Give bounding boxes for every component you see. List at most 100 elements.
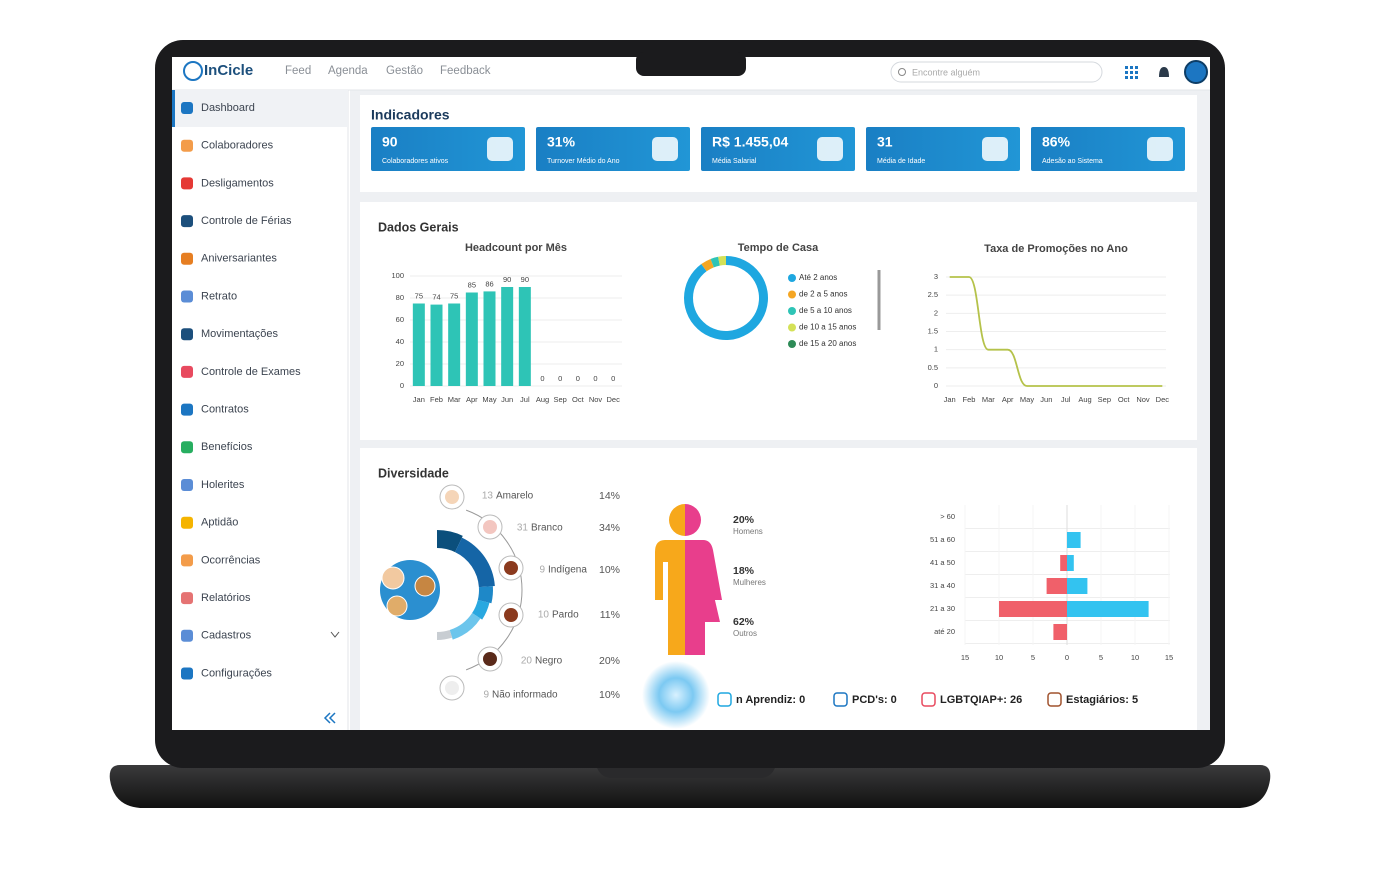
sidebar-item[interactable]: Aniversariantes: [201, 253, 277, 265]
sidebar-item[interactable]: Holerites: [201, 479, 245, 491]
value-label: 90: [521, 275, 529, 284]
menu-item[interactable]: Gestão: [386, 65, 423, 77]
gender-label: Homens: [733, 527, 763, 536]
donut-slice: [718, 256, 726, 266]
race-name: Negro: [535, 656, 563, 667]
bar: [999, 601, 1067, 617]
legend-dot: [788, 323, 796, 332]
active-item-bg: [172, 90, 348, 127]
y-tick-label: 80: [396, 293, 404, 302]
x-tick-label: May: [1020, 395, 1034, 404]
gender-percent: 18%: [733, 565, 755, 577]
bar: [465, 292, 478, 386]
x-tick-label: Mar: [448, 395, 461, 404]
y-tick-label: 0: [934, 381, 938, 390]
bell-icon[interactable]: [1159, 67, 1169, 77]
menu-icon: [181, 592, 193, 605]
card-icon: [817, 137, 843, 161]
x-tick-label: May: [482, 395, 496, 404]
sidebar-item[interactable]: Ocorrências: [201, 554, 261, 566]
x-tick-label: 0: [1065, 653, 1069, 662]
gender-label: Outros: [733, 629, 757, 638]
sidebar-item[interactable]: Movimentações: [201, 328, 279, 340]
glow: [642, 661, 710, 729]
gender-percent: 62%: [733, 616, 755, 628]
value-label: 0: [540, 374, 544, 383]
race-icon-inner: [483, 520, 497, 534]
race-percent: 14%: [599, 490, 620, 502]
stat: PCD's: 0: [852, 694, 897, 706]
x-tick-label: Oct: [1118, 395, 1131, 404]
sidebar-item[interactable]: Controle de Exames: [201, 366, 301, 378]
stat-icon: [921, 692, 936, 707]
sidebar-item[interactable]: Colaboradores: [201, 140, 274, 152]
sidebar-item[interactable]: Contratos: [201, 404, 249, 416]
section-title: Dados Gerais: [378, 220, 459, 234]
sidebar-item[interactable]: Configurações: [201, 667, 272, 679]
race-count: 9: [539, 565, 545, 576]
menu-item[interactable]: Feed: [285, 65, 311, 77]
sidebar-item[interactable]: Controle de Férias: [201, 215, 292, 227]
face: [386, 595, 408, 617]
x-tick-label: Mar: [982, 395, 995, 404]
avatar[interactable]: [1184, 60, 1208, 84]
race-percent: 34%: [599, 522, 620, 534]
legend-label: de 15 a 20 anos: [799, 339, 856, 348]
bar: [1067, 555, 1074, 571]
card-icon: [652, 137, 678, 161]
menu-icon: [181, 554, 193, 567]
bar: [1067, 601, 1149, 617]
menu-icon: [181, 328, 193, 341]
race-name: Branco: [531, 523, 563, 534]
card-value: R$ 1.455,04: [712, 134, 788, 150]
stat: Estagiários: 5: [1066, 694, 1138, 706]
bar: [501, 287, 514, 386]
race-percent: 11%: [600, 609, 620, 621]
sidebar-item[interactable]: Benefícios: [201, 441, 253, 453]
value-label: 0: [558, 374, 562, 383]
legend-label: de 10 a 15 anos: [799, 323, 856, 332]
x-tick-label: Sep: [553, 395, 566, 404]
x-tick-label: Jun: [1040, 395, 1052, 404]
x-tick-label: 15: [1165, 653, 1173, 662]
card-icon: [982, 137, 1008, 161]
sidebar-item[interactable]: Cadastros: [201, 630, 252, 642]
value-label: 0: [611, 374, 615, 383]
donut-slice: [701, 258, 714, 272]
race-arc: [449, 613, 481, 640]
y-tick-label: 2: [934, 308, 938, 317]
chart-title: Tempo de Casa: [738, 242, 819, 254]
chevron[interactable]: [330, 631, 340, 638]
collapse-icon[interactable]: [323, 712, 336, 724]
sidebar-item[interactable]: Desligamentos: [201, 177, 274, 189]
bar: [430, 304, 443, 386]
legend-label: de 5 a 10 anos: [799, 306, 852, 315]
value-label: 75: [415, 291, 423, 300]
menu-icon: [181, 629, 193, 642]
y-tick-label: > 60: [940, 512, 955, 521]
menu-item[interactable]: Feedback: [440, 65, 491, 77]
legend-dot: [788, 307, 796, 315]
menu-icon: [181, 479, 193, 491]
sidebar-item[interactable]: Aptidão: [201, 517, 238, 529]
donut-slice: [710, 256, 720, 268]
sidebar-item[interactable]: Dashboard: [201, 102, 255, 114]
menu-icon: [181, 102, 193, 114]
sidebar-item[interactable]: Retrato: [201, 290, 237, 302]
face: [414, 575, 436, 597]
x-tick-label: Sep: [1098, 395, 1111, 404]
card-label: Média Salarial: [712, 158, 757, 165]
apps-icon[interactable]: [1125, 66, 1138, 79]
y-tick-label: 60: [396, 315, 404, 324]
race-icon-inner: [445, 681, 459, 695]
sidebar-item[interactable]: Relatórios: [201, 592, 251, 604]
chart-title: Taxa de Promoções no Ano: [984, 243, 1128, 255]
search-box[interactable]: [890, 61, 1103, 83]
value-label: 74: [432, 293, 440, 302]
indicator-card: [536, 127, 690, 171]
y-tick-label: 20: [396, 359, 404, 368]
menu-item[interactable]: Agenda: [328, 65, 368, 77]
x-tick-label: 5: [1099, 653, 1103, 662]
x-tick-label: Nov: [589, 395, 603, 404]
race-percent: 20%: [599, 655, 620, 667]
